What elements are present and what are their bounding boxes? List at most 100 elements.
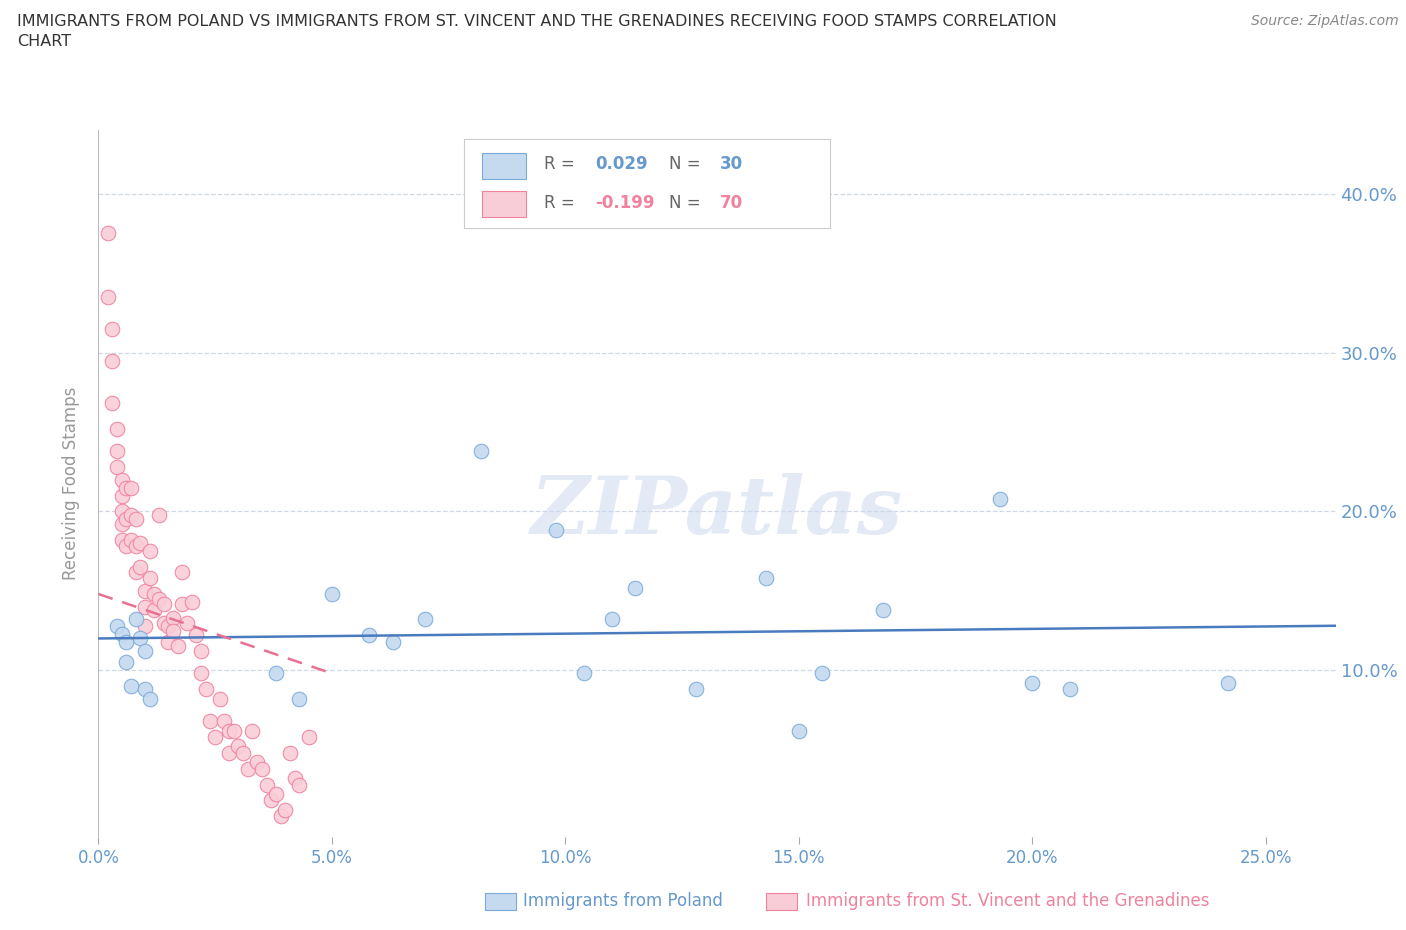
Text: R =: R =: [544, 155, 581, 173]
Point: [111, 504, 134, 519]
Point: [115, 655, 138, 670]
Point: [544, 523, 567, 538]
Point: [218, 745, 240, 760]
Point: [208, 691, 231, 706]
Point: [115, 512, 138, 526]
Point: [413, 612, 436, 627]
Point: [101, 396, 124, 411]
Point: [988, 491, 1011, 506]
Point: [186, 628, 208, 643]
Point: [157, 618, 180, 633]
Point: [134, 682, 156, 697]
Point: [143, 603, 166, 618]
Point: [872, 603, 894, 618]
Point: [256, 777, 278, 792]
Point: [359, 628, 381, 643]
Point: [194, 682, 217, 697]
Text: Immigrants from Poland: Immigrants from Poland: [523, 892, 723, 910]
Point: [134, 618, 156, 633]
Point: [105, 618, 128, 633]
Point: [270, 809, 292, 824]
Point: [242, 724, 264, 738]
Point: [139, 571, 162, 586]
Point: [180, 594, 202, 609]
Point: [1218, 675, 1240, 690]
Point: [101, 321, 124, 336]
Point: [297, 729, 319, 744]
Point: [125, 538, 148, 553]
Point: [97, 289, 120, 304]
Point: [125, 565, 148, 579]
Point: [264, 666, 287, 681]
Point: [129, 536, 152, 551]
Point: [1021, 675, 1043, 690]
Point: [190, 644, 212, 658]
Text: N =: N =: [669, 194, 706, 212]
Text: IMMIGRANTS FROM POLAND VS IMMIGRANTS FROM ST. VINCENT AND THE GRENADINES RECEIVI: IMMIGRANTS FROM POLAND VS IMMIGRANTS FRO…: [17, 14, 1057, 29]
Point: [134, 583, 156, 598]
Point: [250, 762, 273, 777]
Point: [120, 679, 142, 694]
Point: [755, 571, 778, 586]
Text: CHART: CHART: [17, 34, 70, 49]
Point: [152, 596, 174, 611]
Point: [157, 634, 180, 649]
Point: [105, 444, 128, 458]
Point: [222, 724, 245, 738]
Point: [143, 587, 166, 602]
Point: [120, 533, 142, 548]
Point: [214, 713, 236, 728]
Point: [172, 565, 194, 579]
Point: [120, 507, 142, 522]
Text: 30: 30: [720, 155, 742, 173]
Point: [162, 623, 184, 638]
Text: 0.029: 0.029: [596, 155, 648, 173]
Y-axis label: Receiving Food Stamps: Receiving Food Stamps: [62, 387, 80, 580]
Point: [685, 682, 707, 697]
Point: [278, 745, 301, 760]
Point: [148, 507, 170, 522]
Point: [572, 666, 595, 681]
Point: [260, 793, 283, 808]
Point: [236, 762, 259, 777]
Point: [111, 488, 134, 503]
Point: [115, 538, 138, 553]
Point: [115, 480, 138, 495]
Point: [381, 634, 404, 649]
Text: 70: 70: [720, 194, 742, 212]
Point: [166, 639, 188, 654]
Point: [321, 587, 343, 602]
Point: [105, 421, 128, 436]
Point: [162, 610, 184, 625]
Point: [204, 729, 226, 744]
Point: [283, 771, 305, 786]
Point: [139, 544, 162, 559]
Point: [288, 777, 311, 792]
Point: [125, 612, 148, 627]
Point: [111, 533, 134, 548]
Point: [218, 724, 240, 738]
Point: [176, 615, 198, 630]
Point: [288, 691, 311, 706]
Point: [172, 596, 194, 611]
Point: [274, 803, 297, 817]
Point: [139, 691, 162, 706]
Point: [120, 480, 142, 495]
Point: [129, 631, 152, 646]
Point: [264, 787, 287, 802]
Point: [228, 739, 250, 754]
Text: Immigrants from St. Vincent and the Grenadines: Immigrants from St. Vincent and the Gren…: [806, 892, 1209, 910]
Point: [111, 517, 134, 532]
Point: [148, 591, 170, 606]
Point: [624, 580, 647, 595]
Point: [125, 512, 148, 526]
Text: Source: ZipAtlas.com: Source: ZipAtlas.com: [1251, 14, 1399, 28]
Point: [97, 226, 120, 241]
Point: [111, 626, 134, 641]
Point: [470, 444, 492, 458]
Point: [152, 615, 174, 630]
FancyBboxPatch shape: [482, 153, 526, 179]
Point: [190, 666, 212, 681]
Point: [115, 634, 138, 649]
Point: [111, 472, 134, 487]
